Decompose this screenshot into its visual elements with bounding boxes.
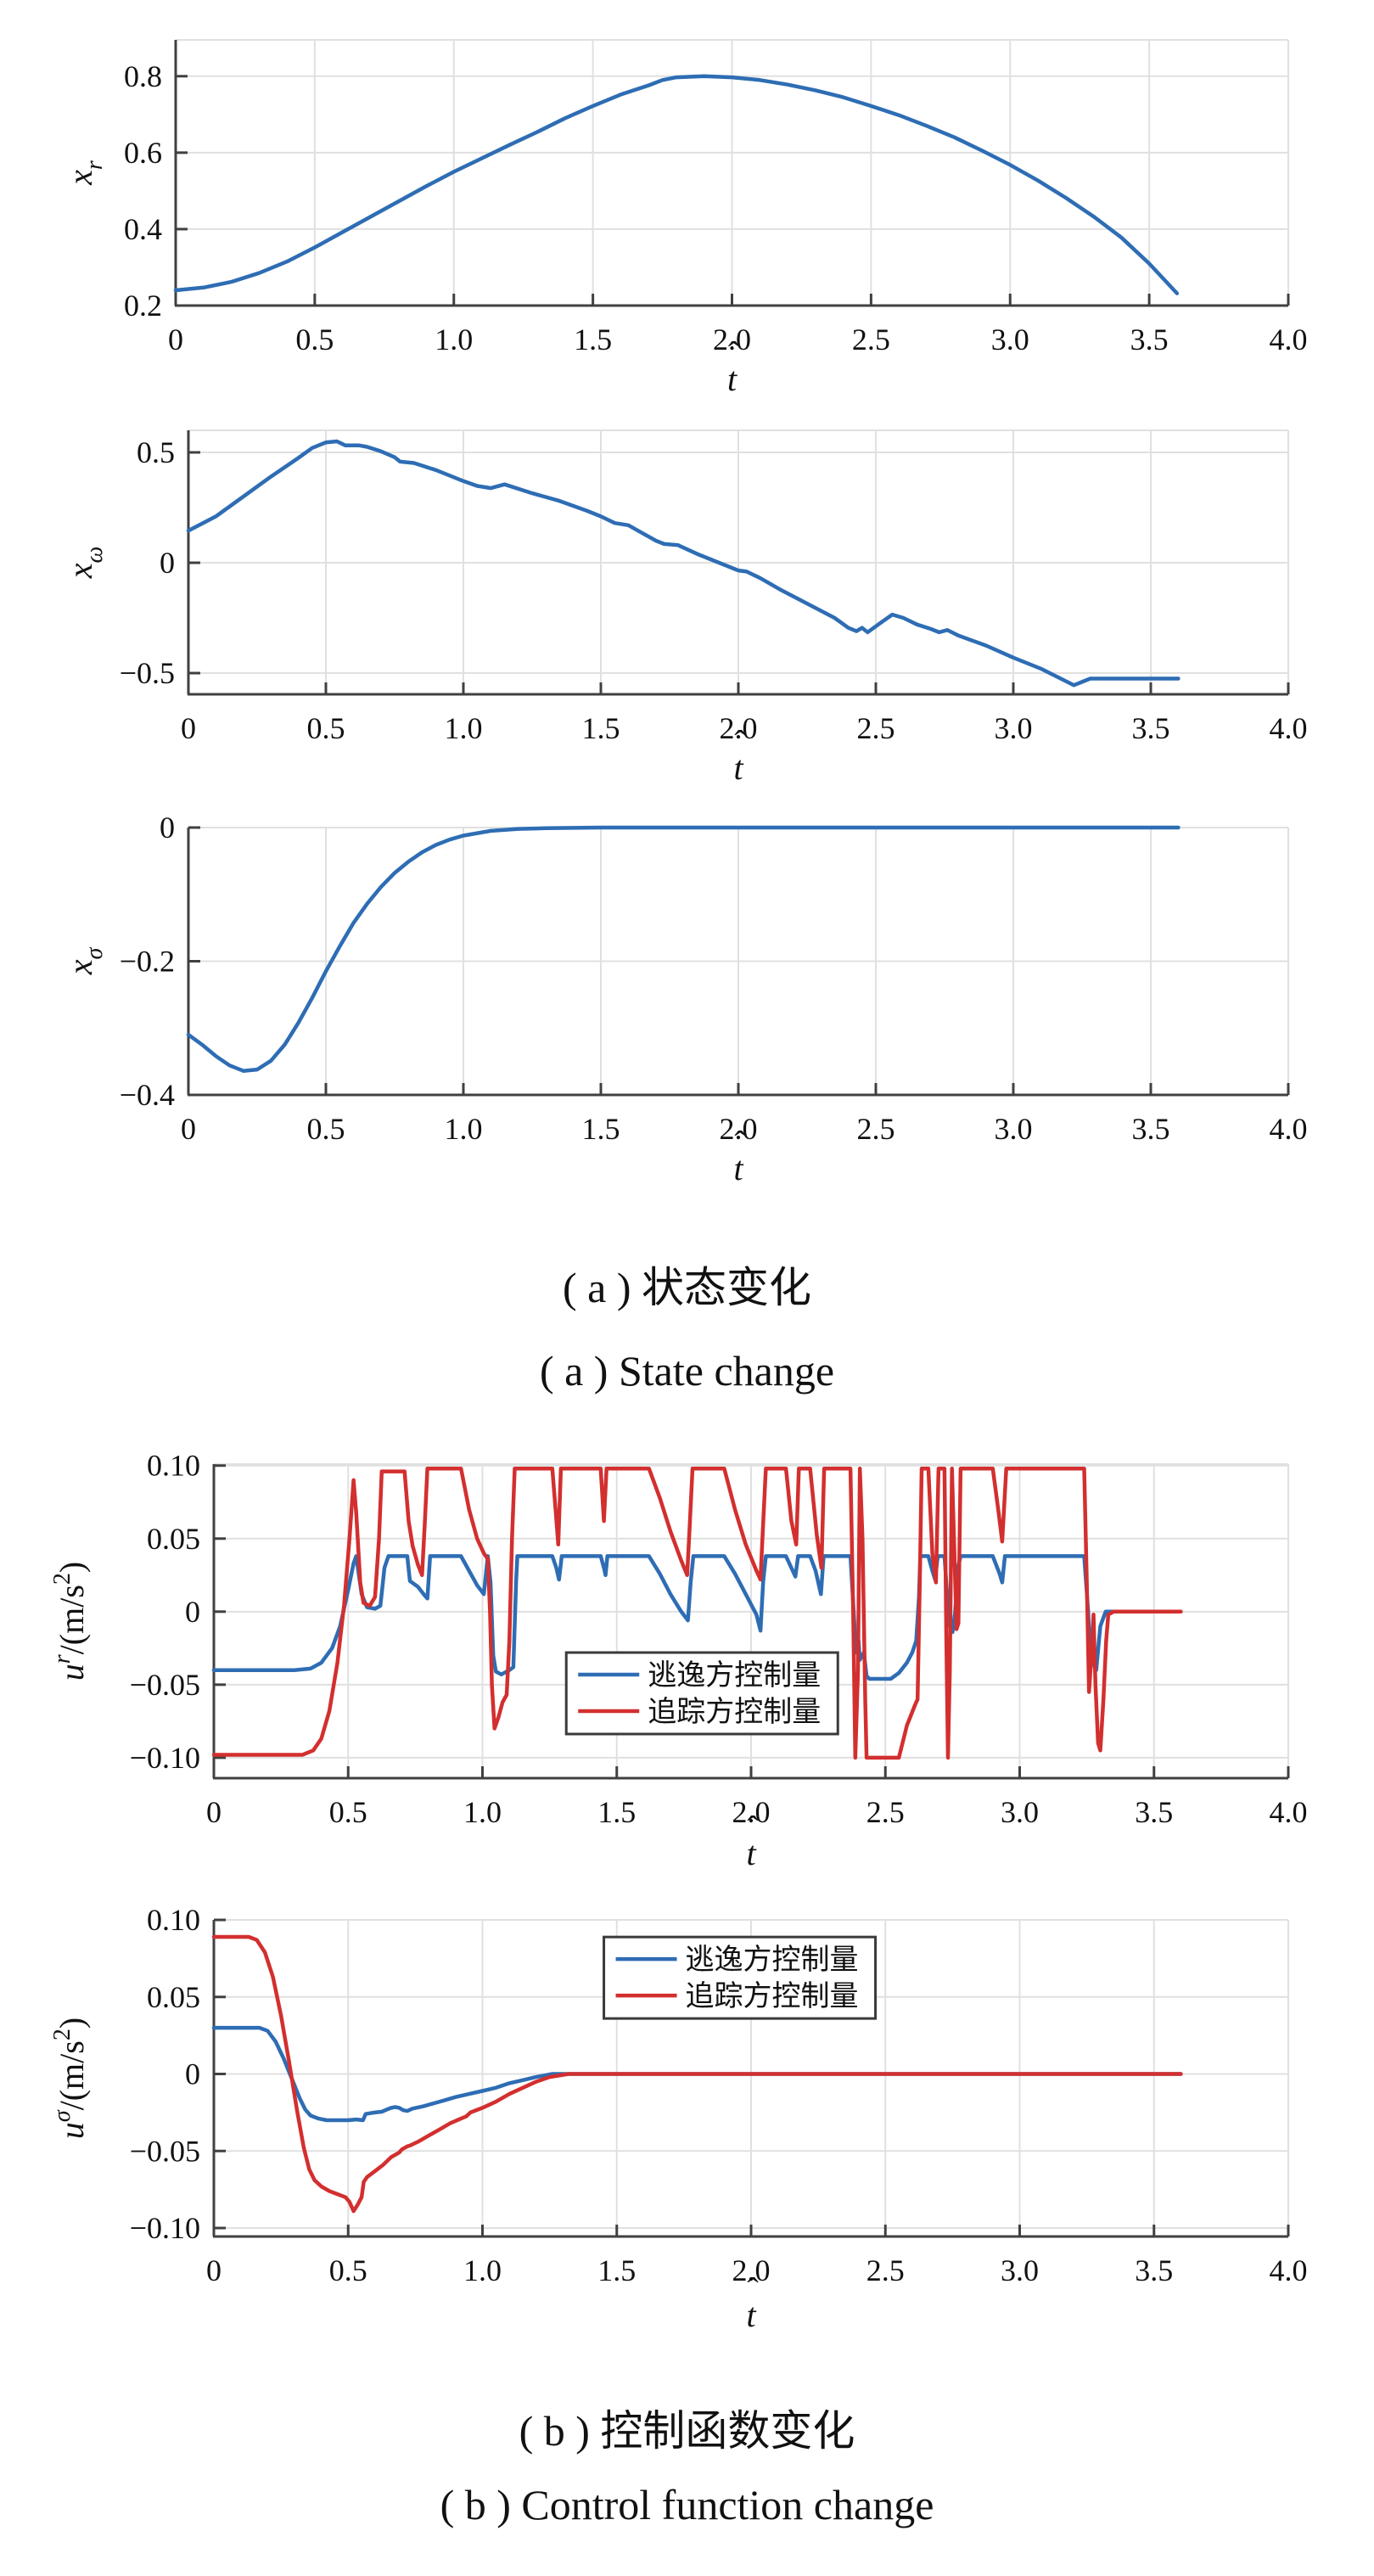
svg-text:1.5: 1.5: [582, 1112, 620, 1146]
svg-text:0.8: 0.8: [124, 59, 162, 93]
svg-text:ur/(m/s2): ur/(m/s2): [49, 1562, 91, 1681]
caption-a-zh: ( a ) 状态变化: [563, 1264, 811, 1311]
svg-text:2.5: 2.5: [866, 2253, 905, 2287]
svg-text:1.0: 1.0: [463, 1795, 502, 1829]
svg-text:−0.05: −0.05: [130, 2134, 200, 2168]
svg-text:−0.5: −0.5: [120, 656, 175, 690]
caption-b-en: ( b ) Control function change: [440, 2481, 934, 2528]
svg-text:xω: xω: [61, 547, 108, 580]
svg-text:0.5: 0.5: [329, 2253, 367, 2287]
svg-text:3.0: 3.0: [1001, 2253, 1039, 2287]
svg-text:t: t: [746, 1834, 756, 1872]
svg-text:t: t: [727, 360, 737, 398]
svg-text:1.0: 1.0: [435, 323, 473, 356]
svg-text:逃逸方控制量: 逃逸方控制量: [686, 1944, 859, 1976]
svg-text:t: t: [733, 749, 743, 787]
svg-text:3.5: 3.5: [1130, 323, 1169, 356]
svg-text:2.5: 2.5: [857, 711, 895, 745]
svg-text:1.0: 1.0: [445, 1112, 483, 1146]
svg-text:3.0: 3.0: [995, 1112, 1033, 1146]
svg-text:0.10: 0.10: [147, 1449, 200, 1483]
svg-text:0: 0: [160, 811, 175, 845]
svg-text:xσ: xσ: [61, 947, 108, 976]
chart-u-sigma: 0 0.5 1.0 1.5 2.0 2.5 3.0 3.5 4.0 0.10 0.05 0 −0.05 −…: [49, 1903, 1308, 2334]
svg-text:ˆ: ˆ: [747, 2270, 759, 2309]
chart-x-r: 0 0.5 1.0 1.5 2.0 2.5 3.0 3.5 4.0 0.8 0.6 0.4 0.2 xr t…: [61, 39, 1308, 398]
svg-text:3.0: 3.0: [995, 711, 1033, 745]
svg-text:2.5: 2.5: [857, 1112, 895, 1146]
svg-text:1.5: 1.5: [574, 323, 612, 356]
svg-text:0: 0: [168, 323, 183, 356]
svg-text:0.5: 0.5: [329, 1795, 367, 1829]
svg-text:ˆ: ˆ: [734, 1124, 746, 1162]
chart-x-sigma: 0 0.5 1.0 1.5 2.0 2.5 3.0 3.5 4.0 0 −0.2 −0.4 xσ tˆ: [61, 811, 1308, 1187]
svg-text:2.0: 2.0: [732, 1795, 771, 1829]
caption-b-zh: ( b ) 控制函数变化: [519, 2407, 855, 2455]
svg-text:0: 0: [185, 1595, 200, 1629]
svg-text:0: 0: [181, 711, 196, 745]
svg-text:3.5: 3.5: [1132, 711, 1170, 745]
chart-u-r: 0 0.5 1.0 1.5 2.0 2.5 3.0 3.5 4.0 0.10 0.05 0 −0.05 −…: [49, 1449, 1308, 1872]
svg-text:0: 0: [181, 1112, 196, 1146]
svg-text:3.0: 3.0: [991, 323, 1029, 356]
svg-text:1.5: 1.5: [582, 711, 620, 745]
svg-text:0: 0: [206, 1795, 222, 1829]
svg-text:1.5: 1.5: [597, 1795, 636, 1829]
svg-text:t: t: [733, 1149, 743, 1187]
svg-text:3.5: 3.5: [1135, 1795, 1173, 1829]
svg-text:uσ/(m/s2): uσ/(m/s2): [49, 2018, 91, 2139]
svg-text:0.05: 0.05: [147, 1980, 200, 2014]
svg-text:0.05: 0.05: [147, 1522, 200, 1556]
svg-text:0.6: 0.6: [124, 136, 162, 170]
svg-text:逃逸方控制量: 逃逸方控制量: [648, 1659, 821, 1692]
svg-text:0.2: 0.2: [124, 289, 162, 323]
svg-text:−0.2: −0.2: [120, 945, 175, 979]
svg-text:4.0: 4.0: [1270, 711, 1308, 745]
svg-text:ˆ: ˆ: [747, 1809, 759, 1847]
svg-text:1.5: 1.5: [597, 2253, 636, 2287]
svg-text:0.5: 0.5: [307, 1112, 345, 1146]
svg-text:追踪方控制量: 追踪方控制量: [686, 1980, 859, 2012]
svg-text:xr: xr: [61, 160, 108, 186]
svg-text:2.5: 2.5: [866, 1795, 905, 1829]
svg-text:−0.05: −0.05: [130, 1668, 200, 1702]
svg-text:追踪方控制量: 追踪方控制量: [648, 1696, 821, 1728]
svg-text:2.0: 2.0: [720, 1112, 758, 1146]
svg-text:t: t: [746, 2296, 756, 2334]
svg-text:−0.10: −0.10: [130, 2211, 200, 2245]
svg-text:3.0: 3.0: [1001, 1795, 1039, 1829]
svg-text:0.5: 0.5: [307, 711, 345, 745]
caption-a-en: ( a ) State change: [539, 1347, 835, 1395]
svg-text:4.0: 4.0: [1270, 1795, 1308, 1829]
svg-text:ˆ: ˆ: [728, 334, 740, 373]
svg-text:2.0: 2.0: [713, 323, 751, 356]
svg-text:3.5: 3.5: [1135, 2253, 1173, 2287]
svg-text:ˆ: ˆ: [734, 723, 746, 761]
svg-text:4.0: 4.0: [1270, 2253, 1308, 2287]
svg-text:3.5: 3.5: [1132, 1112, 1170, 1146]
svg-text:4.0: 4.0: [1270, 323, 1308, 356]
svg-text:0.5: 0.5: [295, 323, 334, 356]
svg-text:0.4: 0.4: [124, 212, 162, 246]
svg-text:2.0: 2.0: [720, 711, 758, 745]
svg-text:1.0: 1.0: [445, 711, 483, 745]
svg-text:4.0: 4.0: [1270, 1112, 1308, 1146]
svg-text:0.10: 0.10: [147, 1903, 200, 1937]
svg-text:−0.10: −0.10: [130, 1741, 200, 1775]
svg-text:2.0: 2.0: [732, 2253, 771, 2287]
svg-text:0: 0: [185, 2057, 200, 2091]
svg-text:0: 0: [206, 2253, 222, 2287]
svg-text:2.5: 2.5: [852, 323, 890, 356]
svg-text:1.0: 1.0: [463, 2253, 502, 2287]
svg-text:0: 0: [160, 546, 175, 580]
svg-text:−0.4: −0.4: [120, 1078, 175, 1112]
svg-text:0.5: 0.5: [137, 435, 175, 469]
